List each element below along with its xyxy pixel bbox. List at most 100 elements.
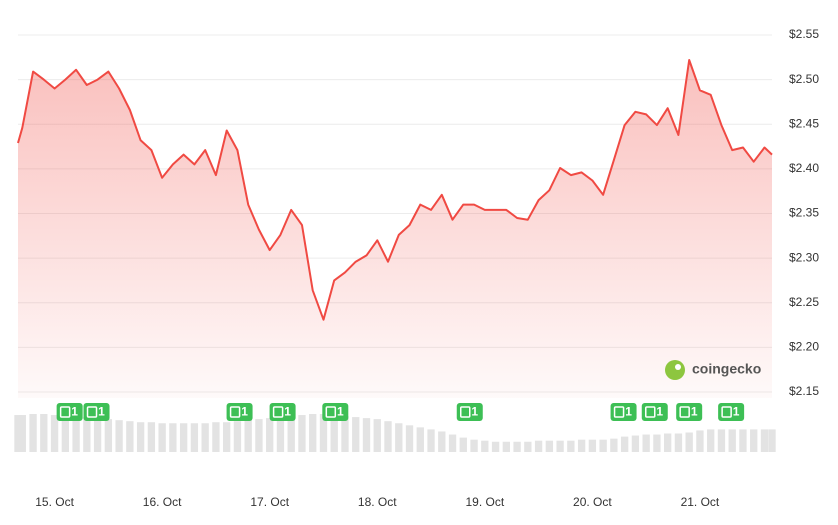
badge-count: 1 xyxy=(471,405,478,419)
volume-bar xyxy=(696,430,704,452)
volume-bar xyxy=(631,435,640,452)
volume-bar xyxy=(674,433,683,452)
volume-bar xyxy=(588,439,597,452)
badge-icon xyxy=(86,406,98,418)
news-badge[interactable]: 1 xyxy=(718,403,745,421)
news-badge[interactable]: 1 xyxy=(269,403,296,421)
badge-count: 1 xyxy=(98,405,105,419)
badge-count: 1 xyxy=(691,405,698,419)
volume-bar xyxy=(18,415,26,452)
volume-bar xyxy=(330,415,338,452)
y-tick-label: $2.50 xyxy=(789,72,819,86)
y-tick-label: $2.40 xyxy=(789,161,819,175)
badge-count: 1 xyxy=(71,405,78,419)
volume-bar xyxy=(104,419,113,452)
badge-icon xyxy=(325,406,337,418)
volume-bar xyxy=(14,415,22,452)
volume-bar xyxy=(534,440,543,452)
volume-bar xyxy=(567,440,575,452)
badge-icon xyxy=(229,406,241,418)
volume-bar xyxy=(384,421,392,452)
watermark-text: coingecko xyxy=(692,361,761,377)
y-tick-label: $2.35 xyxy=(789,206,819,220)
badge-count: 1 xyxy=(733,405,740,419)
volume-bar xyxy=(438,431,446,452)
volume-bar xyxy=(319,414,328,452)
news-badge[interactable]: 1 xyxy=(226,403,253,421)
x-tick-label: 18. Oct xyxy=(358,495,397,509)
volume-bar xyxy=(61,415,69,452)
volume-bar xyxy=(524,441,532,452)
y-tick-label: $2.15 xyxy=(789,384,819,398)
volume-bar xyxy=(158,423,166,452)
volume-bar xyxy=(147,422,156,452)
volume-bar xyxy=(768,429,776,452)
volume-bar xyxy=(556,440,564,452)
volume-bar xyxy=(266,418,274,452)
volume-bar xyxy=(599,439,607,452)
news-badge[interactable]: 1 xyxy=(676,403,703,421)
volume-bar xyxy=(190,423,199,452)
y-tick-label: $2.30 xyxy=(789,250,819,264)
volume-bar xyxy=(223,422,231,452)
news-badge[interactable]: 1 xyxy=(610,403,637,421)
price-area xyxy=(18,60,772,398)
volume-bar xyxy=(717,429,726,452)
volume-bar xyxy=(513,441,521,452)
volume-bar xyxy=(395,423,403,452)
volume-bar xyxy=(750,429,758,452)
badge-icon xyxy=(460,406,471,418)
news-badge[interactable]: 1 xyxy=(56,403,83,421)
volume-bar xyxy=(470,439,478,452)
badge-icon xyxy=(272,406,284,418)
volume-bar xyxy=(491,441,500,452)
volume-bar xyxy=(448,434,457,452)
news-badge[interactable]: 1 xyxy=(456,403,483,421)
price-line xyxy=(17,59,773,321)
watermark: coingecko xyxy=(665,360,761,380)
volume-bar xyxy=(405,425,414,452)
volume-bar xyxy=(653,434,661,452)
news-badge[interactable]: 1 xyxy=(641,403,668,421)
badge-icon xyxy=(645,406,656,418)
x-tick-label: 21. Oct xyxy=(681,495,720,509)
volume-bar xyxy=(50,415,59,452)
volume-bar xyxy=(244,420,252,452)
badge-count: 1 xyxy=(656,405,663,419)
volume-bar xyxy=(352,417,360,452)
volume-bar xyxy=(664,433,672,452)
x-tick-label: 16. Oct xyxy=(143,495,182,509)
badge-count: 1 xyxy=(625,405,632,419)
volume-bar xyxy=(502,441,510,452)
x-tick-label: 15. Oct xyxy=(35,495,74,509)
volume-bar xyxy=(136,422,145,452)
volume-bar xyxy=(115,420,123,452)
volume-bar xyxy=(610,438,618,452)
news-badge[interactable]: 1 xyxy=(322,403,349,421)
volume-bar xyxy=(577,439,586,452)
volume-bar xyxy=(481,440,489,452)
y-tick-label: $2.25 xyxy=(789,295,819,309)
logo xyxy=(665,360,685,380)
badge-count: 1 xyxy=(241,405,248,419)
volume-bar xyxy=(739,429,747,452)
y-tick-label: $2.55 xyxy=(789,27,819,41)
badge-count: 1 xyxy=(284,405,291,419)
news-badge[interactable]: 1 xyxy=(83,403,110,421)
volume-bar xyxy=(427,429,435,452)
volume-bar xyxy=(287,416,295,452)
volume-bar xyxy=(620,436,629,452)
volume-bar xyxy=(685,432,693,452)
logo-eye xyxy=(675,364,681,370)
badge-icon xyxy=(59,406,71,418)
volume-bar xyxy=(40,414,48,452)
volume-bar xyxy=(212,422,220,452)
volume-bar xyxy=(642,434,650,452)
x-tick-label: 19. Oct xyxy=(465,495,504,509)
volume-bar xyxy=(459,437,467,452)
badge-count: 1 xyxy=(337,405,344,419)
volume-bar xyxy=(362,418,371,452)
volume-bar xyxy=(276,417,285,452)
volume-bar xyxy=(707,429,715,452)
volume-bar xyxy=(255,419,263,452)
